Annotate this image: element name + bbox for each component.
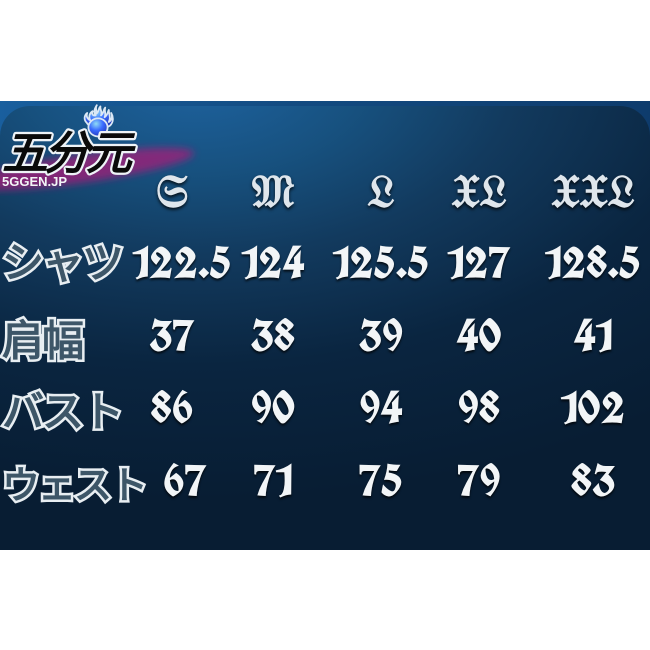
svg-text:5GGEN.JP: 5GGEN.JP — [2, 174, 67, 189]
svg-text:五分元: 五分元 — [2, 127, 136, 179]
